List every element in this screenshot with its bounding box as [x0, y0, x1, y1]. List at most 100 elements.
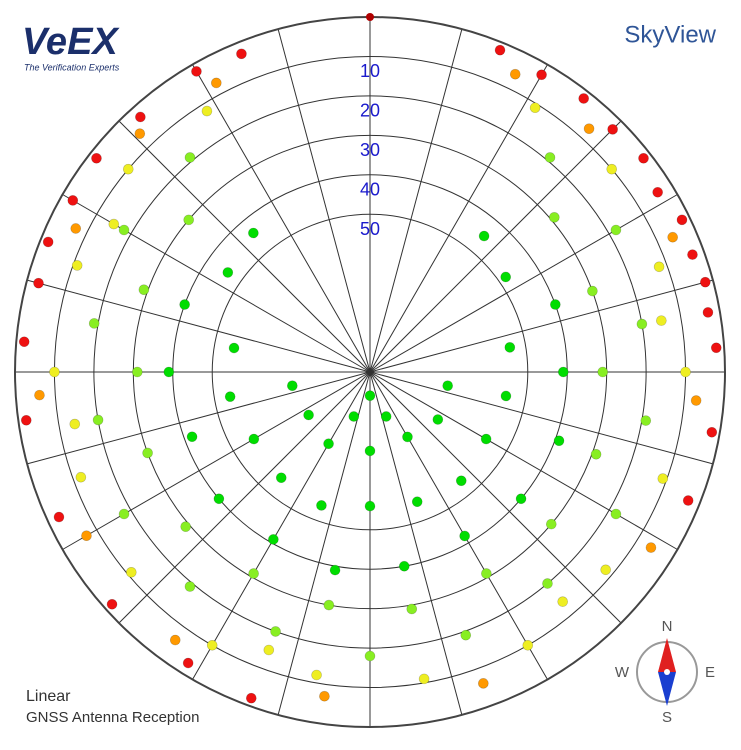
satellite-point	[550, 299, 561, 310]
note: GNSS Antenna Reception	[26, 709, 199, 726]
satellite-point	[138, 284, 150, 296]
satellite-point	[364, 390, 376, 401]
satellite-point	[432, 414, 444, 425]
satellite-point	[222, 267, 234, 278]
satellite-point	[33, 277, 44, 289]
grid-ring	[211, 213, 529, 531]
satellite-point	[319, 690, 330, 702]
satellite-point	[455, 475, 467, 487]
satellite-point	[638, 152, 649, 164]
satellite-point	[106, 598, 118, 610]
compass: N E S W	[615, 618, 715, 726]
satellite-point	[590, 448, 602, 460]
logo-name: VeEX	[22, 21, 120, 63]
satellite-point	[636, 318, 648, 330]
spoke	[369, 371, 548, 680]
satellite-point	[20, 415, 32, 426]
satellite-point	[480, 433, 492, 445]
satellite-point	[529, 102, 541, 114]
satellite-point	[500, 271, 512, 283]
satellite-point	[67, 195, 79, 206]
grid-ring	[93, 95, 647, 649]
satellite-point	[329, 564, 341, 576]
satellite-point	[135, 111, 146, 123]
satellite-point	[70, 223, 82, 234]
satellite-point	[610, 508, 622, 520]
satellite-point	[515, 493, 527, 505]
compass-needle	[658, 638, 676, 672]
satellite-point	[578, 93, 590, 104]
r-tick-label: 20	[360, 101, 380, 121]
satellite-point	[587, 285, 598, 297]
satellite-point	[406, 603, 418, 615]
spoke	[192, 371, 371, 680]
spoke	[118, 120, 371, 373]
satellite-point	[182, 657, 194, 669]
satellite-point	[690, 395, 702, 406]
satellite-point	[122, 163, 134, 175]
satellite-point	[583, 123, 595, 135]
satellite-point	[442, 380, 453, 391]
satellite-point	[134, 128, 146, 139]
satellite-point	[248, 433, 260, 445]
satellite-point	[248, 227, 259, 239]
satellite-point	[268, 534, 279, 545]
satellite-point	[610, 224, 622, 236]
r-tick-label: 50	[360, 219, 380, 239]
satellite-point	[180, 521, 191, 532]
satellite-point	[348, 411, 360, 422]
satellite-point	[248, 568, 259, 579]
satellite-point	[125, 566, 137, 578]
note: Linear	[26, 688, 71, 705]
r-tick-label: 30	[360, 140, 380, 160]
compass-label: N	[662, 618, 673, 635]
satellite-point	[667, 231, 678, 243]
satellite-point	[263, 644, 275, 656]
north-marker	[366, 13, 374, 21]
satellite-point	[183, 214, 195, 226]
compass-label: W	[615, 664, 630, 681]
satellite-point	[184, 581, 196, 592]
satellite-point	[364, 650, 376, 662]
satellite-point	[682, 495, 694, 506]
satellite-point	[494, 44, 506, 56]
logo-tagline: The Verification Experts	[24, 62, 120, 72]
spoke	[369, 371, 622, 624]
satellite-point	[245, 692, 257, 704]
logo: VeEX The Verification Experts	[22, 21, 120, 72]
satellite-point	[213, 493, 225, 505]
satellite-point	[303, 409, 314, 421]
satellite-point	[34, 389, 45, 401]
satellite-point	[118, 508, 130, 520]
satellite-point	[544, 152, 556, 163]
satellite-point	[653, 261, 665, 273]
spoke	[369, 28, 463, 373]
satellite-point	[53, 511, 65, 523]
satellite-point	[236, 48, 247, 60]
satellite-point	[504, 342, 516, 353]
satellite-point	[75, 471, 87, 483]
spoke	[369, 64, 548, 373]
satellite-point	[606, 163, 618, 175]
spoke	[118, 371, 371, 624]
satellite-point	[206, 639, 218, 651]
satellite-point	[699, 276, 711, 288]
satellite-point	[481, 568, 492, 579]
satellite-point	[18, 336, 30, 348]
satellite-point	[509, 68, 521, 80]
satellite-point	[398, 560, 410, 572]
satellite-point	[411, 496, 423, 508]
satellite-point	[108, 218, 120, 230]
satellite-point	[549, 212, 560, 223]
spoke	[62, 371, 371, 550]
satellite-point	[69, 418, 81, 430]
compass-label: E	[705, 664, 715, 681]
compass-label: S	[662, 709, 672, 726]
satellite-point	[710, 342, 722, 354]
satellite-point	[186, 431, 198, 443]
chart-title: SkyView	[624, 21, 716, 48]
satellite-point	[657, 473, 669, 484]
satellite-point	[645, 542, 657, 553]
satellite-point	[191, 66, 202, 77]
